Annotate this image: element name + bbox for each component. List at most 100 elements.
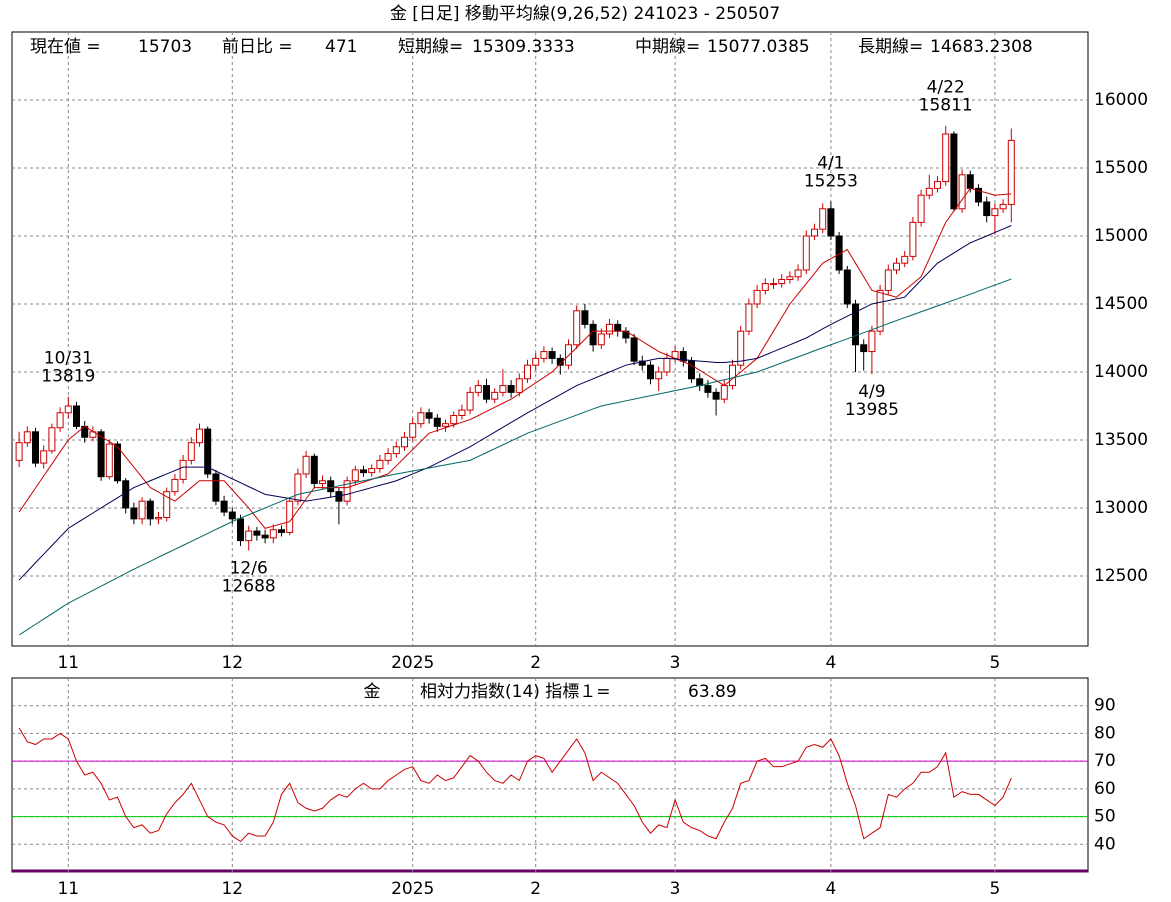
y-tick-label: 16000 <box>1094 90 1148 110</box>
candle-body <box>573 310 581 346</box>
panel-title: 金 <box>364 682 381 702</box>
candle-body <box>991 208 999 217</box>
candle-body <box>966 174 974 189</box>
x-tick-label: 12 <box>221 653 243 673</box>
x-tick-label: 4 <box>825 653 836 673</box>
candle-body <box>155 516 162 520</box>
price-frame <box>11 31 1089 647</box>
annotation-date: 4/22 <box>927 78 965 98</box>
candle-body <box>802 235 810 271</box>
y-tick-label: 50 <box>1094 807 1116 827</box>
candle-body <box>73 405 80 427</box>
y-tick-label: 14000 <box>1094 362 1148 382</box>
legend-value: 14683.2308 <box>930 37 1033 57</box>
rsi-line <box>18 727 1012 843</box>
candle-body <box>425 412 433 419</box>
candle-body <box>294 473 302 502</box>
candle-body <box>606 323 613 335</box>
candle-body <box>204 428 212 475</box>
candle-body <box>925 187 933 196</box>
candle-body <box>179 459 187 480</box>
candle-body <box>163 491 171 518</box>
candle-body <box>442 423 449 427</box>
candle-body <box>360 469 367 474</box>
candle-body <box>310 455 318 484</box>
candle-body <box>909 221 917 257</box>
change-value: 471 <box>325 37 357 57</box>
y-tick-label: 15000 <box>1094 226 1148 246</box>
y-tick-label: 80 <box>1094 723 1116 743</box>
candle-body <box>901 255 909 264</box>
candle-body <box>917 194 925 223</box>
candle-body <box>253 530 261 536</box>
candle-body <box>811 228 818 237</box>
candle-body <box>638 360 646 366</box>
candle-body <box>376 459 384 470</box>
y-tick-label: 13500 <box>1094 430 1148 450</box>
candle-body <box>532 357 540 366</box>
annotation-value: 12688 <box>222 576 276 596</box>
x-tick-label: 4 <box>825 879 836 899</box>
candle-body <box>597 333 605 346</box>
y-tick-label: 14500 <box>1094 294 1148 314</box>
candle-body <box>491 391 499 400</box>
current-value: 15703 <box>138 37 192 57</box>
annotation-value: 15811 <box>919 96 973 116</box>
moving-average-line <box>18 278 1012 636</box>
candle-body <box>843 269 851 305</box>
candle-body <box>630 337 638 362</box>
candle-body <box>302 455 310 475</box>
candle-body <box>852 303 859 346</box>
candle-body <box>589 323 597 346</box>
candle-body <box>893 262 900 271</box>
candle-body <box>704 385 712 393</box>
candle-body <box>401 436 408 448</box>
candle-body <box>548 351 556 359</box>
candle-body <box>187 442 195 461</box>
candle-body <box>105 443 113 478</box>
candle-body <box>958 174 966 210</box>
candle-body <box>228 511 236 520</box>
candle-body <box>171 478 179 493</box>
x-tick-label: 11 <box>57 653 79 673</box>
candle-body <box>64 405 72 414</box>
candle-body <box>138 500 146 520</box>
candle-body <box>409 423 417 438</box>
candle-body <box>368 468 376 474</box>
legend-value: 15309.3333 <box>472 37 575 57</box>
candle-body <box>130 507 138 520</box>
candle-body <box>942 133 950 183</box>
candle-body <box>983 201 991 217</box>
candle-body <box>237 518 244 542</box>
y-tick-label: 60 <box>1094 779 1116 799</box>
candle-body <box>647 364 654 380</box>
candle-body <box>466 391 474 411</box>
candle-body <box>286 500 294 533</box>
candle-body <box>794 269 802 278</box>
panel-subtitle: 相対力指数(14) 指標１= <box>420 682 611 702</box>
candle-body <box>278 529 285 533</box>
x-tick-label: 5 <box>989 879 1000 899</box>
candle-body <box>48 427 56 452</box>
candle-body <box>884 269 892 291</box>
candle-body <box>876 289 884 332</box>
candle-body <box>319 480 326 484</box>
candle-body <box>433 417 441 427</box>
candle-body <box>729 364 736 387</box>
candle-body <box>474 385 482 393</box>
change-label: 前日比 = <box>222 37 293 57</box>
candle-body <box>392 446 400 455</box>
x-tick-label: 11 <box>57 879 79 899</box>
candle-body <box>146 500 154 520</box>
candle-body <box>950 133 958 210</box>
annotation-value: 13819 <box>41 367 95 387</box>
x-tick-label: 2 <box>530 653 541 673</box>
legend-label: 短期線= <box>398 37 463 57</box>
candle-body <box>483 385 490 400</box>
candle-body <box>97 431 105 478</box>
candle-body <box>868 330 876 353</box>
candle-body <box>556 357 564 366</box>
candle-body <box>761 283 769 291</box>
candle-body <box>860 344 868 353</box>
